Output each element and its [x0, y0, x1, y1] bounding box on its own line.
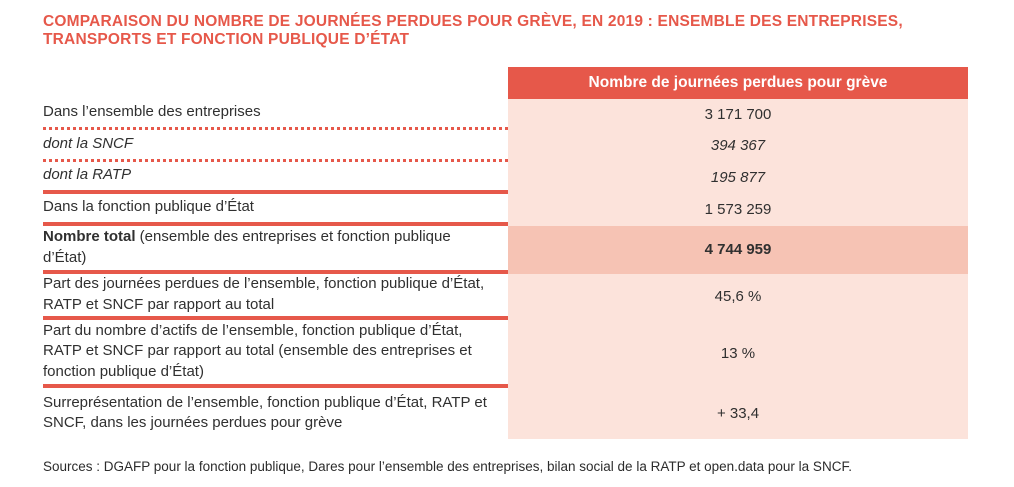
row-value: 13 % — [508, 319, 968, 388]
row-label: Surreprésentation de l’ensemble, fonctio… — [43, 387, 508, 439]
table-row: dont la SNCF 394 367 — [43, 129, 968, 162]
row-value: 195 877 — [508, 161, 968, 194]
row-label-bold: Nombre total — [43, 228, 136, 246]
table-header-row: Nombre de journées perdues pour grève — [43, 66, 968, 99]
table-row: Part du nombre d’actifs de l’ensemble, f… — [43, 319, 968, 388]
row-label: Dans la fonction publique d’État — [43, 193, 508, 226]
strike-days-table: Nombre de journées perdues pour grève Da… — [43, 66, 968, 439]
page: COMPARAISON DU NOMBRE DE JOURNÉES PERDUE… — [0, 13, 1014, 487]
row-label: Dans l’ensemble des entreprises — [43, 98, 508, 130]
row-value: + 33,4 — [508, 387, 968, 439]
row-label: dont la SNCF — [43, 129, 508, 162]
row-value: 3 171 700 — [508, 98, 968, 130]
page-title: COMPARAISON DU NOMBRE DE JOURNÉES PERDUE… — [43, 13, 903, 49]
table-row: Dans la fonction publique d’État 1 573 2… — [43, 193, 968, 226]
table-row-total: Nombre total (ensemble des entreprises e… — [43, 225, 968, 274]
row-value: 394 367 — [508, 129, 968, 162]
row-label-rest: (ensemble des entreprises et fonction pu… — [43, 228, 451, 266]
row-label: Part des journées perdues de l’ensemble,… — [43, 273, 508, 320]
row-label: dont la RATP — [43, 161, 508, 194]
table-row: dont la RATP 195 877 — [43, 161, 968, 194]
row-value: 4 744 959 — [508, 225, 968, 274]
value-column-header: Nombre de journées perdues pour grève — [508, 66, 968, 99]
row-label: Nombre total (ensemble des entreprises e… — [43, 225, 508, 274]
table-row: Dans l’ensemble des entreprises 3 171 70… — [43, 98, 968, 130]
table-row: Surreprésentation de l’ensemble, fonctio… — [43, 387, 968, 439]
source-note: Sources : DGAFP pour la fonction publiqu… — [43, 458, 852, 474]
row-label: Part du nombre d’actifs de l’ensemble, f… — [43, 319, 508, 388]
table-row: Part des journées perdues de l’ensemble,… — [43, 273, 968, 320]
row-value: 1 573 259 — [508, 193, 968, 226]
row-value: 45,6 % — [508, 273, 968, 320]
header-spacer — [43, 66, 508, 99]
